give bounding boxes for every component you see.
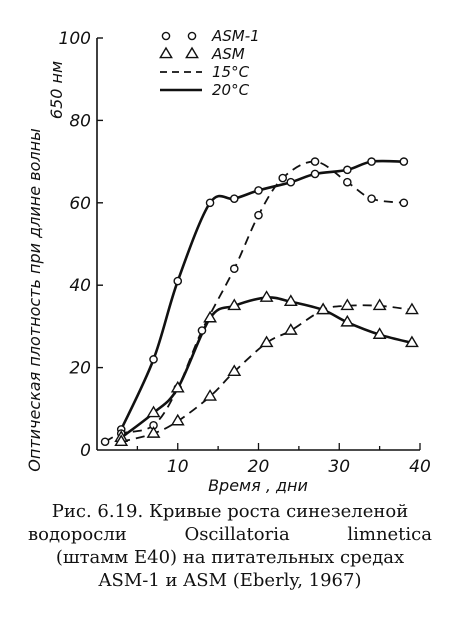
data-point-circle bbox=[173, 276, 183, 286]
y-axis-unit-label: 650 нм bbox=[47, 61, 66, 119]
y-tick-label: 20 bbox=[69, 359, 91, 379]
legend-triangle-marker bbox=[159, 46, 173, 59]
data-point-triangle bbox=[170, 380, 185, 393]
legend-entry-label: ASM bbox=[211, 45, 245, 63]
data-point-circle bbox=[229, 194, 239, 203]
data-point-triangle bbox=[227, 364, 242, 377]
y-tick-label: 40 bbox=[69, 276, 91, 296]
data-point-circle bbox=[310, 157, 320, 166]
data-point-circle bbox=[367, 194, 376, 203]
data-point-circle bbox=[367, 157, 376, 166]
data-point-circle bbox=[310, 169, 320, 179]
figure-caption: Рис. 6.19. Кривые роста синезеленой водо… bbox=[28, 500, 432, 592]
legend-circle-marker bbox=[187, 31, 197, 41]
data-point-circle bbox=[197, 326, 207, 335]
caption-line-2: водоросли Oscillatoria limnetica bbox=[28, 523, 432, 546]
y-tick-label: 80 bbox=[69, 111, 91, 131]
x-tick-label: 30 bbox=[328, 457, 350, 477]
data-point-triangle bbox=[372, 327, 387, 339]
legend-entry-label: ASM-1 bbox=[211, 27, 260, 45]
axes: 0 20 40 60 80 100 10 20 30 40 bbox=[59, 29, 431, 477]
data-point-triangle bbox=[114, 434, 129, 447]
data-point-triangle bbox=[283, 323, 298, 335]
data-point-circle bbox=[254, 186, 263, 195]
data-point-circle bbox=[149, 355, 158, 364]
data-point-triangle bbox=[404, 302, 419, 315]
caption-word: водоросли bbox=[28, 524, 127, 545]
data-point-circle bbox=[205, 198, 215, 208]
data-point-circle bbox=[286, 177, 296, 187]
data-point-triangle bbox=[283, 294, 298, 306]
caption-line-4: ASM-1 и ASM (Eberly, 1967) bbox=[98, 570, 362, 591]
legend-entry-label: 15°C bbox=[212, 63, 250, 81]
data-point-circle bbox=[343, 177, 352, 187]
x-tick-label: 40 bbox=[409, 457, 431, 477]
x-tick-label: 10 bbox=[167, 457, 189, 477]
data-point-triangle bbox=[259, 335, 274, 348]
curves bbox=[104, 159, 413, 443]
data-point-triangle bbox=[227, 298, 242, 311]
data-point-triangle bbox=[170, 413, 185, 426]
y-tick-label: 0 bbox=[80, 441, 91, 461]
series-line-1 bbox=[120, 159, 404, 430]
data-point-triangle bbox=[404, 335, 419, 348]
y-tick-label: 60 bbox=[69, 194, 91, 214]
data-point-circle bbox=[399, 198, 409, 208]
data-point-circle bbox=[100, 437, 110, 447]
data-point-circle bbox=[229, 264, 239, 274]
data-point-circle bbox=[399, 157, 409, 166]
y-axis-label: Оптическая плотность при длине волны bbox=[25, 128, 44, 471]
data-point-triangle bbox=[259, 290, 274, 302]
x-tick-label: 20 bbox=[248, 457, 270, 477]
data-point-circle bbox=[343, 165, 352, 175]
legend-circle-marker bbox=[161, 31, 171, 41]
y-tick-label: 100 bbox=[59, 29, 91, 49]
caption-line-1: Рис. 6.19. Кривые роста синезеленой bbox=[51, 501, 409, 522]
data-point-triangle bbox=[316, 302, 331, 315]
caption-line-3: (штамм E40) на питательных средах bbox=[55, 547, 405, 568]
data-point-triangle bbox=[203, 389, 217, 401]
data-point-triangle bbox=[146, 405, 161, 418]
x-axis-label: Время , дни bbox=[208, 476, 308, 495]
series-line-4 bbox=[121, 304, 413, 443]
caption-word: limnetica bbox=[347, 524, 432, 545]
data-point-circle bbox=[254, 210, 263, 220]
legend-entry-label: 20°C bbox=[212, 81, 250, 99]
markers bbox=[100, 157, 419, 447]
legend-triangle-marker bbox=[185, 46, 199, 59]
data-point-triangle bbox=[340, 314, 355, 327]
data-point-triangle bbox=[146, 426, 161, 438]
caption-word: Oscillatoria bbox=[184, 524, 290, 545]
series-line-3 bbox=[120, 296, 413, 439]
series-line-2 bbox=[104, 160, 404, 443]
data-point-circle bbox=[278, 173, 288, 183]
data-point-triangle bbox=[203, 310, 217, 323]
data-point-triangle bbox=[372, 298, 387, 311]
data-point-triangle bbox=[340, 298, 355, 311]
